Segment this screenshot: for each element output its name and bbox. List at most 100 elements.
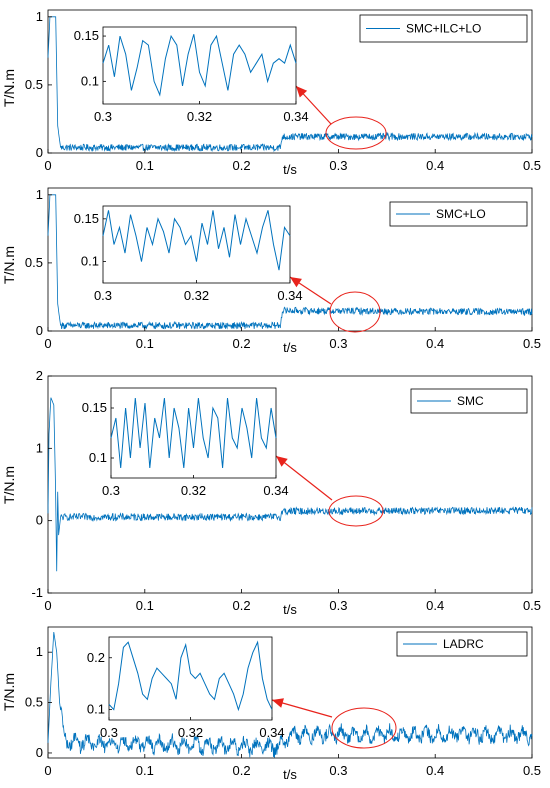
x-tick-label: 0.3 [329,598,347,613]
axes-frame [47,626,533,759]
inset-x-tick-label: 0.32 [187,109,212,124]
chart-panel-1: 0 0.1 0.2 t/s 0.3 0.4 0.5 0 0.5 1 T/N.m SMC+ILC+LO 0… [1,9,541,177]
y-tick-label: 1 [36,187,43,202]
inset-x-tick-label: 0.32 [181,483,206,498]
inset-y-tick-label: 0.2 [87,650,105,665]
y-tick-label: -1 [31,585,43,600]
series-line [47,397,533,572]
x-tick-label: 0.2 [233,158,251,173]
inset-x-tick-label: 0.34 [263,483,288,498]
y-tick-label: 0 [36,745,43,760]
x-tick-label: 0.3 [329,336,347,351]
series-line [47,16,533,153]
x-tick-label: 0.4 [426,598,444,613]
x-tick-label: 0.1 [136,336,154,351]
inset-x-tick-label: 0.32 [178,725,203,740]
inset-y-tick-label: 0.1 [81,73,99,88]
zoom-arrow-head [276,456,288,467]
x-tick-label: 0.1 [136,763,154,778]
x-tick-label: 0 [44,336,51,351]
y-tick-label: 0.5 [25,77,43,92]
x-tick-label: 0.2 [233,598,251,613]
x-axis-label: t/s [283,767,297,782]
y-axis-label: T/N.m [1,69,17,107]
x-tick-label: 0.5 [523,763,541,778]
y-axis-label: T/N.m [1,246,17,284]
inset-y-tick-label: 0.1 [89,450,107,465]
inset-plot: 0.3 0.32 0.34 0.1 0.15 [74,26,309,124]
x-tick-label: 0.3 [329,763,347,778]
inset-frame [102,26,297,105]
inset-series-line [110,397,277,469]
x-tick-label: 0.4 [426,336,444,351]
inset-series-line [102,210,291,271]
legend-label: SMC+ILC+LO [406,22,481,36]
x-tick-label: 0.1 [136,598,154,613]
y-tick-label: 1 [36,644,43,659]
inset-x-tick-label: 0.3 [100,725,118,740]
zoom-arrow-head [290,277,302,288]
y-axis-label: T/N.m [1,673,17,711]
x-tick-label: 0.5 [523,336,541,351]
zoom-highlight-ellipse [331,707,397,749]
x-tick-label: 0.4 [426,158,444,173]
inset-y-tick-label: 0.1 [81,254,99,269]
inset-frame [108,636,273,721]
legend-label: SMC+LO [436,207,486,221]
inset-x-tick-label: 0.3 [94,288,112,303]
inset-series-line [108,640,273,712]
legend: SMC [410,388,528,414]
x-tick-label: 0 [44,763,51,778]
legend: SMC+ILC+LO [359,14,528,43]
inset-y-tick-label: 0.15 [74,211,99,226]
inset-series-line [102,34,297,97]
y-tick-label: 0.5 [25,255,43,270]
y-tick-label: 1 [36,440,43,455]
legend-label: SMC [457,394,484,408]
y-axis-label: T/N.m [1,466,17,504]
x-tick-label: 0.5 [523,158,541,173]
x-axis-label: t/s [283,602,297,617]
y-tick-label: 0 [36,323,43,338]
inset-y-tick-label: 0.1 [87,702,105,717]
inset-y-tick-label: 0.15 [82,400,107,415]
inset-plot: 0.3 0.32 0.34 0.1 0.15 [82,387,289,498]
series-line [47,631,533,758]
inset-x-tick-label: 0.3 [94,109,112,124]
x-tick-label: 0 [44,598,51,613]
zoom-highlight-ellipse [325,116,387,150]
zoom-arrow-head [296,86,308,98]
x-axis-label: t/s [283,162,297,177]
inset-plot: 0.3 0.32 0.34 0.1 0.2 [87,636,285,740]
zoom-highlight-ellipse [329,291,381,333]
axes-frame [47,9,533,154]
x-tick-label: 0.1 [136,158,154,173]
inset-y-tick-label: 0.15 [74,28,99,43]
inset-plot: 0.3 0.32 0.34 0.1 0.15 [74,205,303,303]
y-tick-label: 0 [36,513,43,528]
inset-x-tick-label: 0.32 [184,288,209,303]
x-tick-label: 0.5 [523,598,541,613]
legend: LADRC [396,631,528,657]
inset-x-tick-label: 0.34 [259,725,284,740]
x-tick-label: 0.4 [426,763,444,778]
zoom-highlight-ellipse [328,495,384,527]
zoom-arrow [275,455,333,501]
legend: SMC+LO [389,201,528,227]
inset-x-tick-label: 0.34 [283,109,308,124]
legend-label: LADRC [443,637,484,651]
y-tick-label: 2 [36,368,43,383]
axes-frame [47,187,533,332]
x-tick-label: 0.3 [329,158,347,173]
x-tick-label: 0.2 [233,763,251,778]
y-tick-label: 0 [36,145,43,160]
y-tick-label: 0.5 [25,695,43,710]
x-axis-label: t/s [283,340,297,355]
series-line [47,194,533,330]
y-tick-label: 1 [36,9,43,24]
zoom-arrow-head [272,698,284,708]
